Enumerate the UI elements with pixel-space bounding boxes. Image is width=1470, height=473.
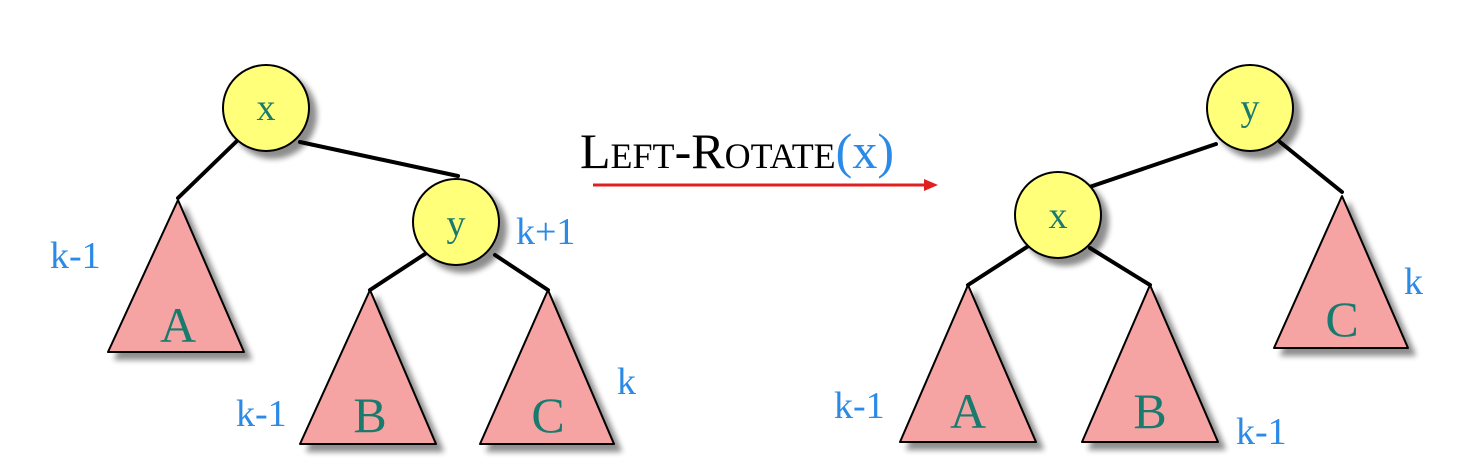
after-node-y-label: y [1241, 87, 1260, 129]
rotate-arrow [593, 179, 938, 191]
before-subtree-b: B [299, 289, 437, 445]
edge-y-b [368, 250, 430, 292]
before-node-x-label: x [257, 87, 276, 129]
before-height-y: k+1 [516, 211, 575, 253]
edge-x-y [298, 140, 460, 178]
before-height-c: k [617, 361, 636, 403]
before-height-a: k-1 [50, 235, 101, 277]
edge-y-c-after [1278, 140, 1344, 194]
rotate-arrow-head [924, 179, 938, 191]
before-node-x: x [222, 64, 310, 152]
after-height-b: k-1 [1236, 411, 1287, 453]
after-subtree-a: A [899, 284, 1037, 443]
operation-title: LEFT-ROTATE(x) [580, 123, 894, 179]
after-node-x-label: x [1049, 195, 1068, 237]
edge-y-c [493, 253, 550, 292]
after-tree: C A B y x k k-1 k-1 [834, 64, 1423, 453]
after-subtree-b-label: B [1133, 383, 1166, 439]
before-subtree-a: A [107, 199, 245, 353]
before-tree: A B C x y k-1 k+1 k-1 k [50, 64, 636, 445]
before-subtree-b-label: B [353, 387, 386, 443]
after-node-x: x [1014, 171, 1102, 259]
after-subtree-c-label: C [1325, 291, 1358, 347]
after-height-a: k-1 [834, 385, 885, 427]
edge-x-a [176, 136, 242, 200]
after-height-c: k [1404, 261, 1423, 303]
before-node-y: y [412, 178, 500, 266]
before-subtree-c-label: C [531, 387, 564, 443]
before-subtree-c: C [479, 289, 615, 445]
edge-x-b-after [1088, 246, 1152, 287]
after-subtree-c: C [1273, 195, 1409, 349]
before-subtree-a-label: A [160, 297, 196, 353]
operation-label: LEFT-ROTATE(x) [580, 123, 894, 179]
before-height-b: k-1 [236, 393, 287, 435]
edge-x-a-after [966, 243, 1032, 287]
after-subtree-b: B [1081, 284, 1219, 443]
after-node-y: y [1206, 64, 1294, 152]
before-node-y-label: y [447, 203, 466, 245]
after-subtree-a-label: A [950, 383, 986, 439]
